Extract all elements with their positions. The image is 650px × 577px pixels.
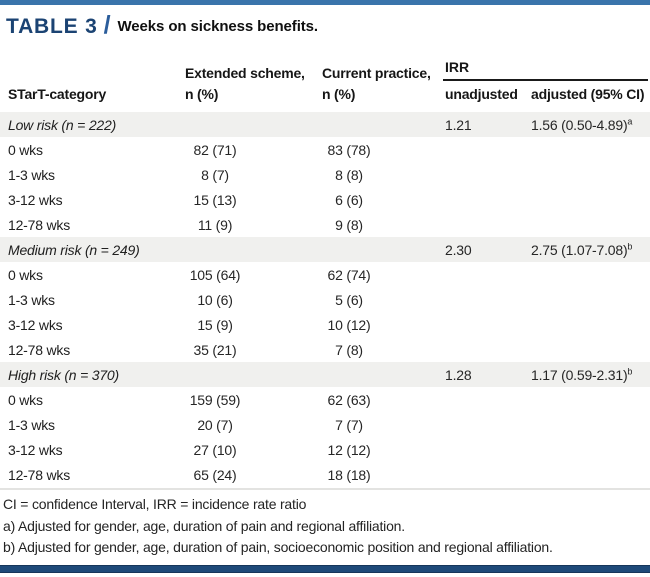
table-row: 0 wks 82 (71) 83 (78)	[0, 137, 650, 162]
table-row: 1-3 wks 20 (7) 7 (7)	[0, 412, 650, 437]
table-row: 1-3 wks 10 (6) 5 (6)	[0, 287, 650, 312]
group-label: High risk (n = 370)	[8, 366, 119, 383]
group-row-medium-risk: Medium risk (n = 249) 2.30 2.75 (1.07-7.…	[0, 237, 650, 262]
cell-irr-adjusted: 1.56 (0.50-4.89)a	[531, 115, 633, 133]
table-row: 12-78 wks 35 (21) 7 (8)	[0, 337, 650, 362]
row-label: 1-3 wks	[8, 416, 55, 433]
cell-current: 5 (6)	[335, 291, 363, 308]
row-label: 12-78 wks	[8, 216, 71, 233]
table-row: 0 wks 105 (64) 62 (74)	[0, 262, 650, 287]
row-label: 3-12 wks	[8, 316, 63, 333]
cell-irr-adjusted: 2.75 (1.07-7.08)b	[531, 240, 633, 258]
table-row: 12-78 wks 11 (9) 9 (8)	[0, 212, 650, 237]
cell-irr-unadjusted: 1.21	[445, 116, 472, 133]
cell-current: 6 (6)	[335, 191, 363, 208]
row-label: 1-3 wks	[8, 291, 55, 308]
cell-current: 18 (18)	[327, 466, 371, 483]
group-row-high-risk: High risk (n = 370) 1.28 1.17 (0.59-2.31…	[0, 362, 650, 387]
cell-irr-unadjusted: 2.30	[445, 241, 472, 258]
footnote-abbreviations: CI = confidence Interval, IRR = incidenc…	[3, 496, 307, 512]
table-caption: Weeks on sickness benefits.	[117, 18, 319, 35]
footnote-marker: b	[627, 365, 633, 376]
cell-irr-adjusted: 1.17 (0.59-2.31)b	[531, 365, 633, 383]
cell-extended: 8 (7)	[201, 166, 229, 183]
cell-current: 83 (78)	[327, 141, 371, 158]
cell-extended: 20 (7)	[197, 416, 233, 433]
title-slash-divider: /	[103, 11, 111, 39]
footnote-a: a) Adjusted for gender, age, duration of…	[3, 517, 405, 534]
cell-extended: 27 (10)	[193, 441, 237, 458]
cell-extended: 82 (71)	[193, 141, 237, 158]
table-row: 3-12 wks 27 (10) 12 (12)	[0, 437, 650, 462]
col-header-current-line2: n (%)	[322, 86, 356, 102]
footnote-b: b) Adjusted for gender, age, duration of…	[3, 539, 553, 555]
cell-extended: 35 (21)	[193, 341, 237, 358]
table-title-row: TABLE 3 / Weeks on sickness benefits.	[0, 5, 650, 48]
row-label: 0 wks	[8, 266, 43, 283]
table-number-label: TABLE 3	[6, 14, 98, 38]
col-header-extended-scheme: Extended scheme, n (%)	[177, 63, 305, 105]
row-label: 1-3 wks	[8, 166, 55, 183]
group-label: Low risk (n = 222)	[8, 116, 117, 133]
cell-irr-unadjusted: 1.28	[445, 366, 472, 383]
cell-current: 8 (8)	[335, 166, 363, 183]
col-header-extended-line2: n (%)	[185, 86, 219, 102]
col-group-irr-label: IRR	[443, 59, 648, 81]
table-header-row: STarT-category Extended scheme, n (%) Cu…	[0, 48, 650, 112]
cell-extended: 65 (24)	[193, 466, 237, 483]
row-label: 3-12 wks	[8, 441, 63, 458]
cell-current: 7 (7)	[335, 416, 363, 433]
table-row: 0 wks 159 (59) 62 (63)	[0, 387, 650, 412]
table-row: 3-12 wks 15 (13) 6 (6)	[0, 187, 650, 212]
cell-current: 10 (12)	[327, 316, 371, 333]
table-row: 12-78 wks 65 (24) 18 (18)	[0, 462, 650, 487]
cell-current: 7 (8)	[335, 341, 363, 358]
table-body: Low risk (n = 222) 1.21 1.56 (0.50-4.89)…	[0, 112, 650, 487]
cell-current: 9 (8)	[335, 216, 363, 233]
accent-bottom-bar	[0, 565, 650, 573]
table-row: 1-3 wks 8 (7) 8 (8)	[0, 162, 650, 187]
row-label: 0 wks	[8, 391, 43, 408]
accent-top-bar	[0, 0, 650, 5]
footnote-marker: b	[627, 240, 633, 251]
col-header-current-practice: Current practice, n (%)	[305, 63, 443, 105]
table-footnotes: CI = confidence Interval, IRR = incidenc…	[0, 488, 650, 559]
col-group-irr: IRR unadjusted adjusted (95% CI)	[443, 59, 650, 105]
cell-current: 62 (63)	[327, 391, 371, 408]
cell-extended: 159 (59)	[189, 391, 241, 408]
cell-current: 12 (12)	[327, 441, 371, 458]
cell-current: 62 (74)	[327, 266, 371, 283]
table-row: 3-12 wks 15 (9) 10 (12)	[0, 312, 650, 337]
col-header-category: STarT-category	[8, 86, 107, 102]
row-label: 3-12 wks	[8, 191, 63, 208]
row-label: 12-78 wks	[8, 341, 71, 358]
col-header-adjusted: adjusted (95% CI)	[531, 86, 645, 102]
cell-extended: 10 (6)	[197, 291, 233, 308]
footnote-marker: a	[627, 115, 633, 126]
cell-extended: 11 (9)	[197, 216, 233, 233]
cell-extended: 15 (13)	[193, 191, 237, 208]
col-header-current-line1: Current practice,	[322, 65, 431, 81]
cell-extended: 15 (9)	[197, 316, 233, 333]
col-header-unadjusted: unadjusted	[445, 86, 518, 102]
row-label: 0 wks	[8, 141, 43, 158]
row-label: 12-78 wks	[8, 466, 71, 483]
group-row-low-risk: Low risk (n = 222) 1.21 1.56 (0.50-4.89)…	[0, 112, 650, 137]
cell-extended: 105 (64)	[189, 266, 241, 283]
col-header-extended-line1: Extended scheme,	[185, 65, 305, 81]
group-label: Medium risk (n = 249)	[8, 241, 140, 258]
